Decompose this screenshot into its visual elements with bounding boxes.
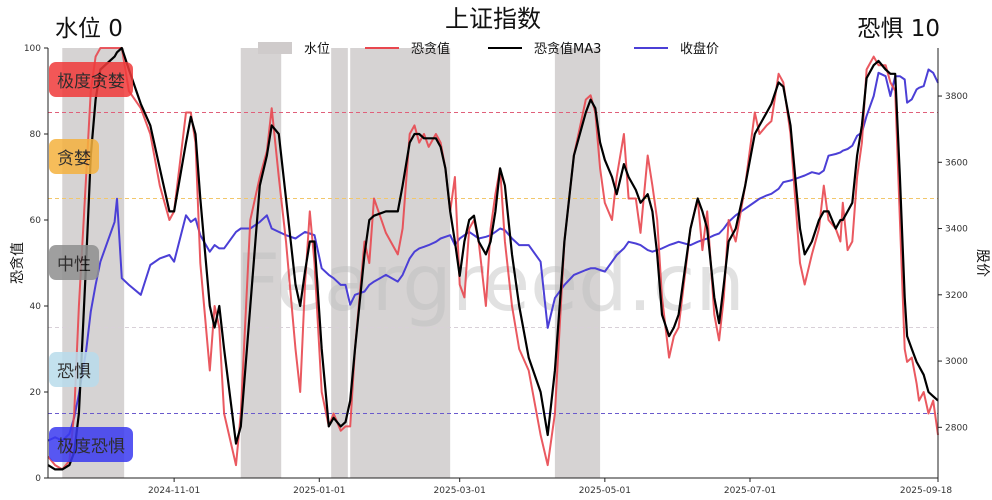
x-tick-label: 2025-01-01 bbox=[293, 486, 345, 496]
series-line-close-price bbox=[47, 68, 939, 442]
legend-label: 水位 bbox=[304, 42, 330, 57]
y-right-tick-label: 3800 bbox=[945, 92, 968, 102]
y-axis-label-left: 恐贪值 bbox=[10, 242, 26, 284]
y-tick-label: 80 bbox=[30, 130, 42, 140]
water-level-band bbox=[331, 48, 348, 478]
series-line-fear-greed bbox=[47, 47, 939, 471]
y-right-tick-label: 3000 bbox=[945, 357, 968, 367]
y-right-tick-label: 3200 bbox=[945, 291, 968, 301]
y-tick-label: 0 bbox=[35, 474, 41, 484]
legend: 水位 恐贪值 恐贪值MA3 收盘价 bbox=[258, 41, 719, 57]
chart-title: 上证指数 bbox=[445, 5, 541, 33]
y-right-tick-label: 3600 bbox=[945, 158, 968, 168]
legend-label: 恐贪值 bbox=[411, 41, 450, 57]
threshold-lines bbox=[48, 112, 938, 414]
x-tick-label: 2025-09-18 bbox=[900, 486, 953, 496]
y-axis-label-right: 股价 bbox=[974, 249, 990, 277]
sentiment-readout: 恐惧 10 bbox=[857, 16, 940, 42]
x-tick-label: 2025-07-01 bbox=[724, 486, 776, 496]
zone-label: 恐惧 bbox=[49, 352, 99, 387]
y-right-tick-label: 2800 bbox=[945, 423, 968, 433]
water-level-readout: 水位 0 bbox=[55, 16, 123, 42]
legend-label: 恐贪值MA3 bbox=[534, 41, 601, 57]
series-line-fear-greed-ma3 bbox=[47, 46, 939, 471]
y-tick-label: 20 bbox=[30, 388, 42, 398]
x-tick-label: 2025-03-01 bbox=[434, 486, 486, 496]
legend-label: 收盘价 bbox=[680, 41, 719, 57]
zone-label: 贪婪 bbox=[49, 139, 99, 174]
y-tick-label: 40 bbox=[30, 302, 42, 312]
zone-label: 极度恐惧 bbox=[49, 427, 133, 462]
x-tick-label: 2024-11-01 bbox=[148, 486, 200, 496]
series-lines bbox=[47, 46, 939, 471]
legend-swatch bbox=[258, 42, 292, 54]
water-level-band bbox=[350, 48, 451, 478]
axes: 0 20 40 60 80 100 2800 3000 3200 3400 3600 3800 2024… bbox=[24, 44, 968, 496]
zone-label: 中性 bbox=[49, 245, 99, 280]
y-right-tick-label: 3400 bbox=[945, 225, 968, 235]
y-tick-label: 60 bbox=[30, 216, 42, 226]
x-tick-label: 2025-05-01 bbox=[579, 486, 631, 496]
y-tick-label: 100 bbox=[24, 44, 41, 54]
zone-label: 极度贪婪 bbox=[49, 62, 133, 97]
